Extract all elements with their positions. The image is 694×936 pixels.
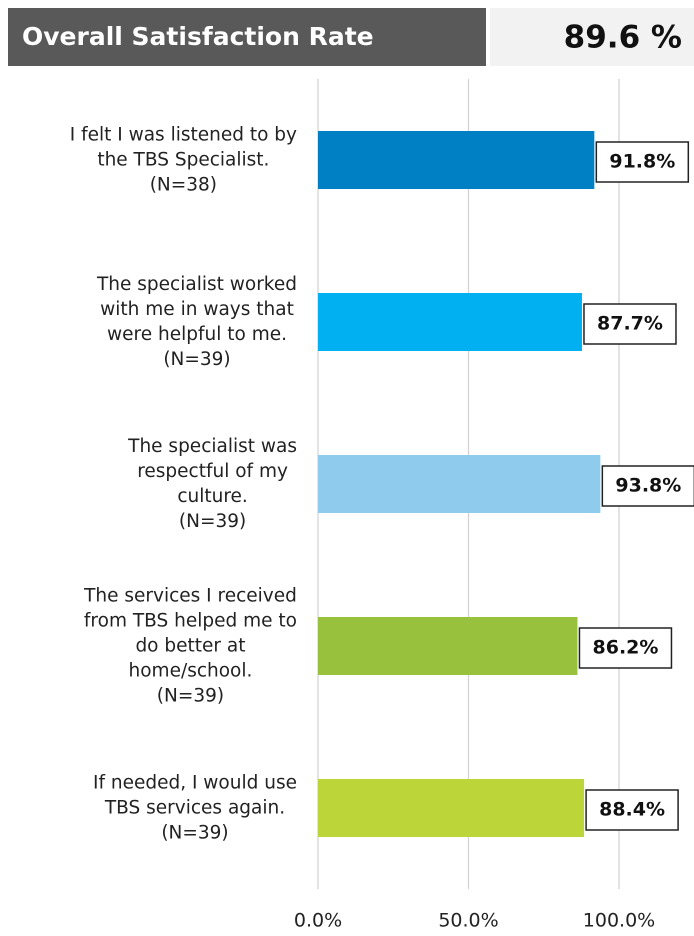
x-tick-label: 0.0% <box>294 910 342 932</box>
category-label: If needed, I would use TBS services agai… <box>93 772 297 844</box>
value-label: 86.2% <box>593 637 659 659</box>
category-label: The specialist worked with me in ways th… <box>97 274 297 370</box>
bar <box>318 293 582 351</box>
value-label-box <box>595 141 690 183</box>
category-label: The services I received from TBS helped … <box>83 585 297 707</box>
value-label: 91.8% <box>609 151 675 173</box>
title-box <box>8 8 486 66</box>
value-label-box <box>578 627 673 669</box>
value-label-box <box>583 303 677 345</box>
category-label: The specialist was respectful of my cult… <box>128 436 297 532</box>
value-label: 87.7% <box>597 313 663 335</box>
x-tick-label: 100.0% <box>583 910 655 932</box>
value-label: 93.8% <box>615 475 681 497</box>
overall-rate: 89.6 % <box>564 20 682 56</box>
value-label: 88.4% <box>599 799 665 821</box>
bar <box>318 779 585 837</box>
chart-title: Overall Satisfaction Rate <box>22 22 374 51</box>
bar <box>318 455 601 513</box>
value-label-box <box>601 465 694 507</box>
x-tick-label: 50.0% <box>438 910 498 932</box>
bar <box>318 131 595 189</box>
bar <box>318 617 578 675</box>
value-label-box <box>585 789 679 831</box>
overall-box <box>490 8 694 66</box>
category-label: I felt I was listened to by the TBS Spec… <box>69 124 297 196</box>
